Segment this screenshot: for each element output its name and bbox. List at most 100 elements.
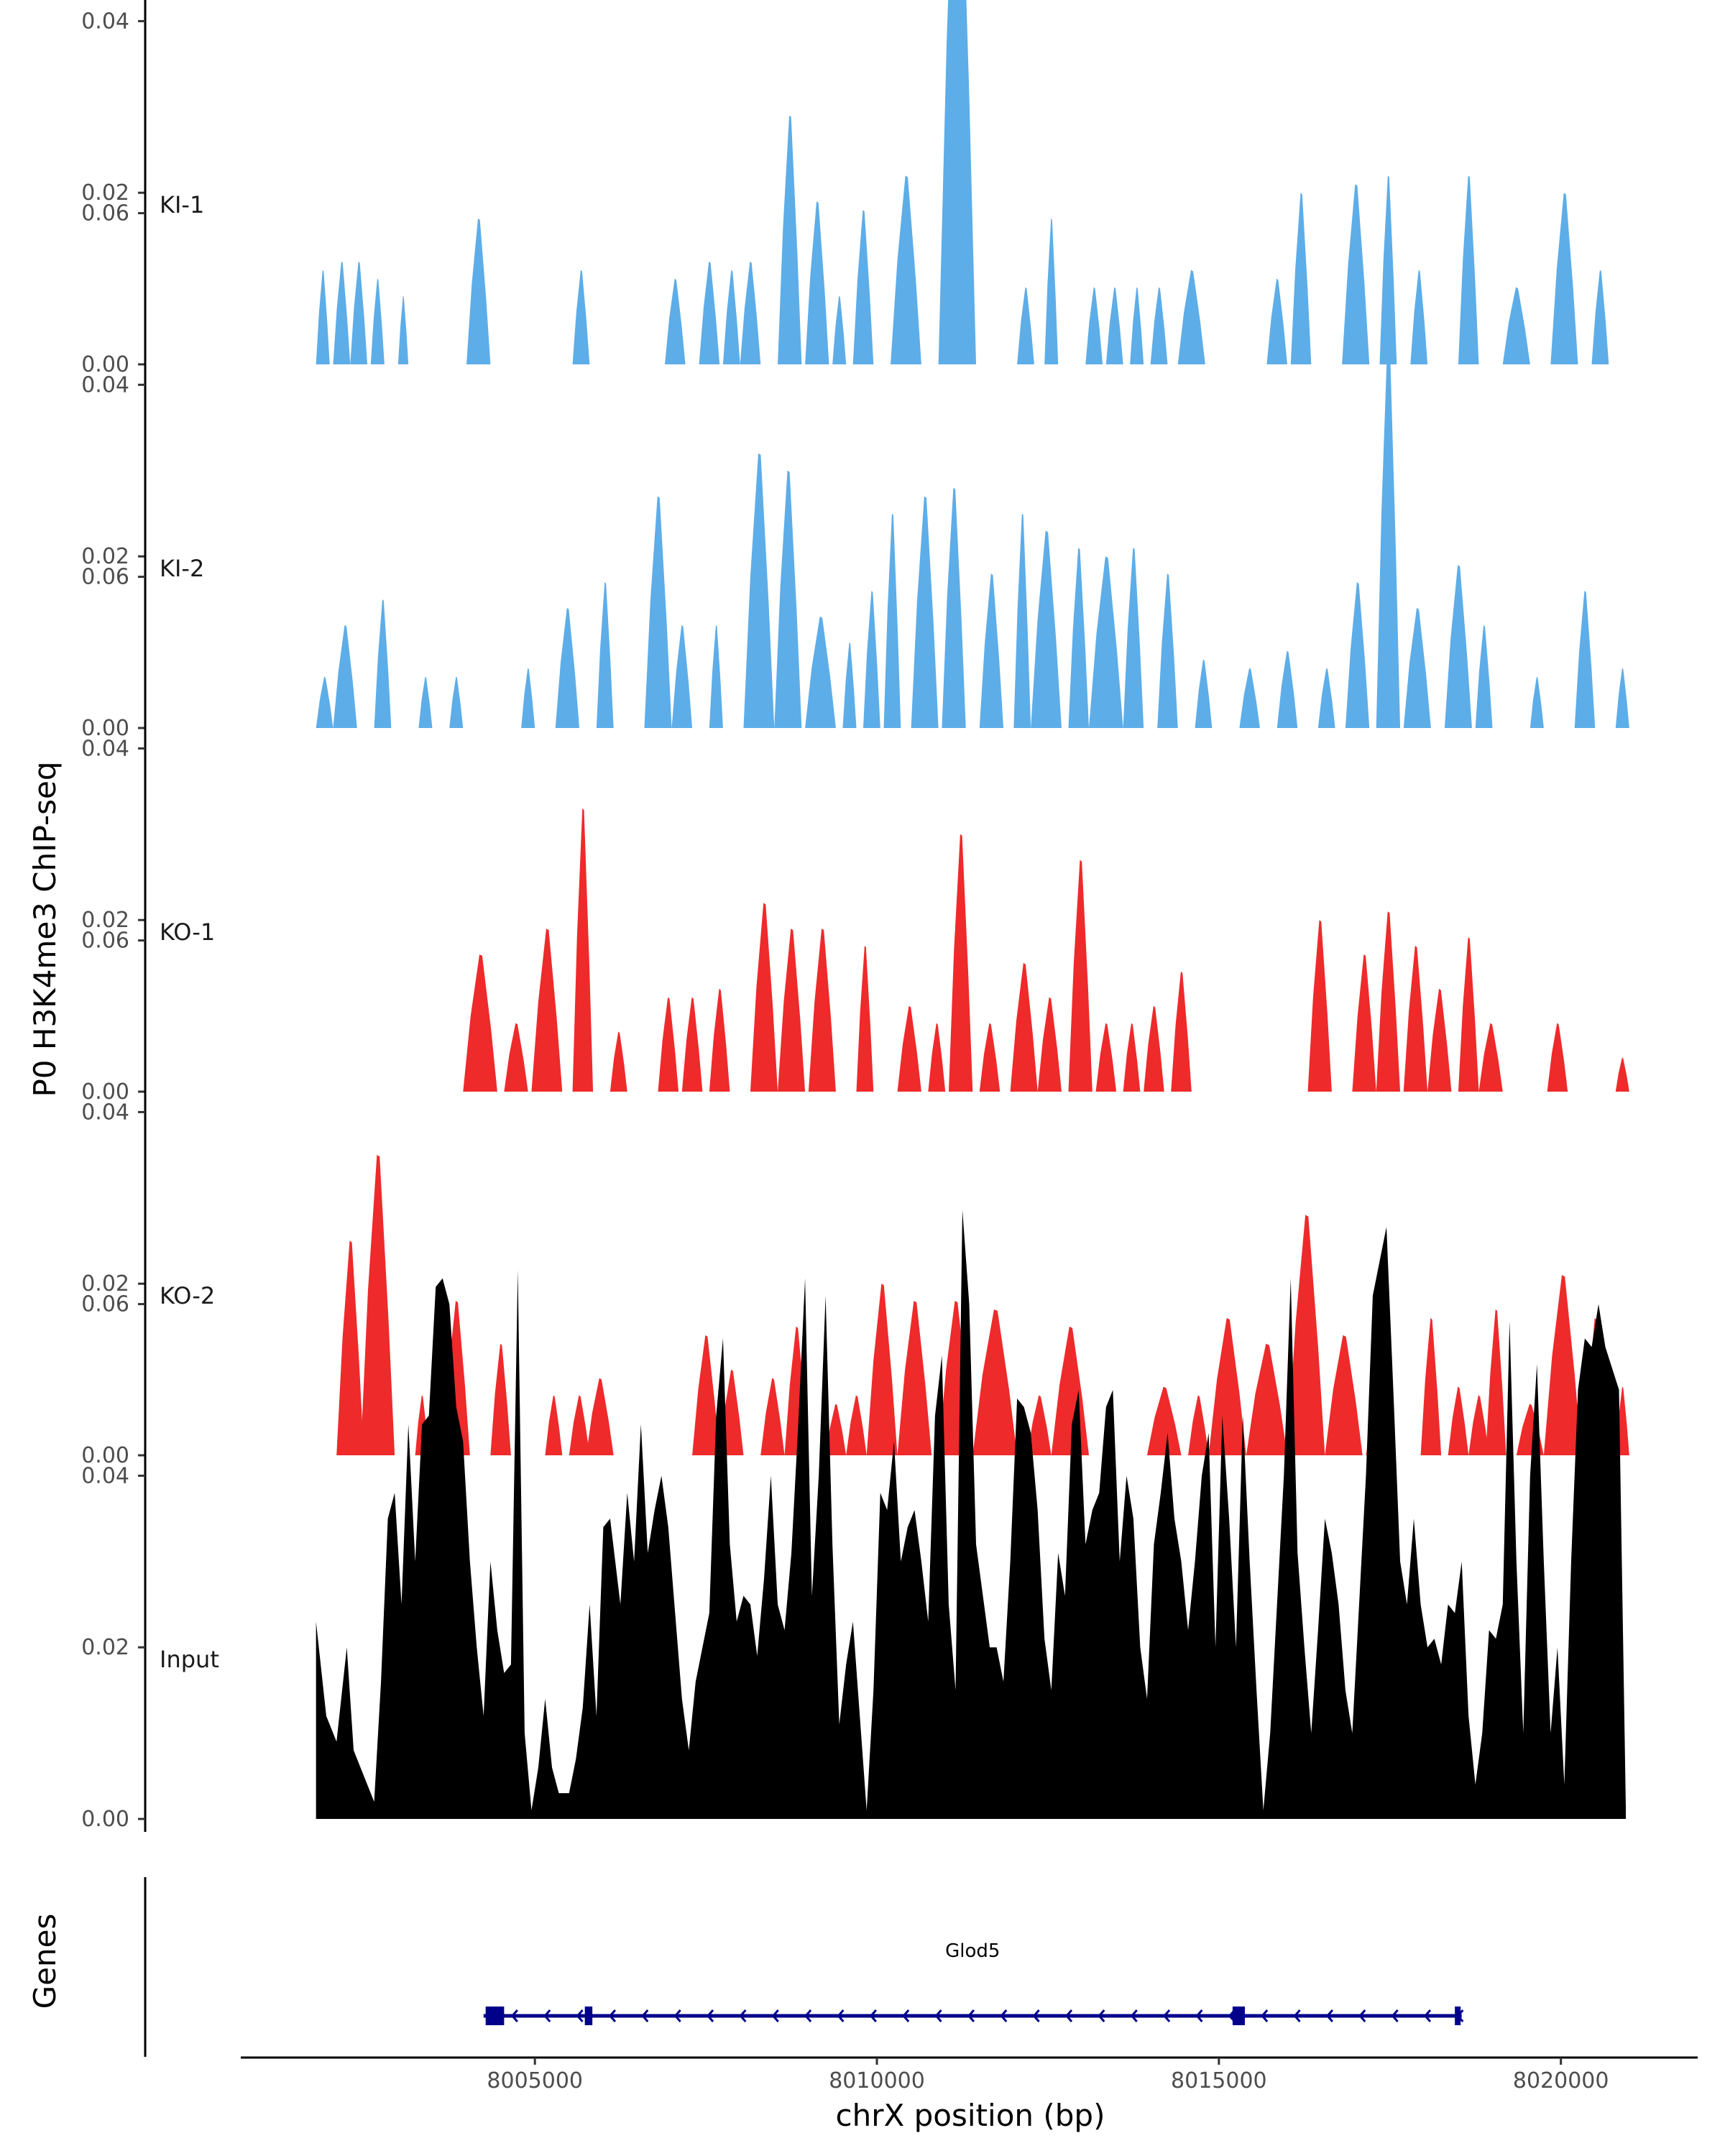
signal-peak bbox=[1171, 971, 1192, 1092]
signal-peak bbox=[449, 676, 464, 728]
signal-peak bbox=[586, 1378, 614, 1455]
strand-arrow bbox=[771, 2009, 779, 2022]
signal-peak bbox=[504, 1023, 528, 1092]
track-label: KI-1 bbox=[160, 191, 204, 218]
signal-peak bbox=[1458, 937, 1479, 1092]
strand-arrow bbox=[934, 2009, 942, 2022]
track-label: KI-2 bbox=[160, 555, 204, 582]
signal-peak bbox=[1188, 1395, 1209, 1455]
signal-peak bbox=[1307, 920, 1332, 1092]
signal-peak bbox=[1068, 860, 1092, 1092]
signal-peak bbox=[897, 1301, 932, 1455]
signal-peak bbox=[569, 1395, 590, 1455]
y-tick-label: 0.04 bbox=[81, 372, 129, 397]
signal-peak bbox=[490, 1343, 511, 1455]
signal-peak bbox=[333, 261, 351, 364]
strand-arrow bbox=[739, 2009, 747, 2022]
signal-peak bbox=[1031, 530, 1062, 728]
signal-peak bbox=[883, 513, 901, 728]
y-tick-label: 0.02 bbox=[81, 180, 129, 206]
signal-peak bbox=[1475, 625, 1493, 728]
track-ki-2: 0.00 0.02 0.04 0.06 KI-2 bbox=[81, 57, 1629, 741]
signal-peak bbox=[972, 1309, 1018, 1455]
exon bbox=[485, 2007, 505, 2025]
signal-peak bbox=[418, 676, 433, 728]
y-tick-label: 0.04 bbox=[81, 1463, 129, 1488]
y-axis-title: P0 H3K4me3 ChIP-seq bbox=[27, 761, 63, 1097]
signal-peak bbox=[1208, 1317, 1246, 1455]
track-input: 0.00 0.02 0.04 0.06 Input bbox=[81, 1148, 1627, 1832]
strand-arrow bbox=[1423, 2009, 1432, 2022]
strand-arrow bbox=[543, 2009, 551, 2022]
signal-peak bbox=[1239, 668, 1260, 728]
signal-peak bbox=[596, 582, 614, 728]
signal-peak bbox=[1615, 668, 1629, 728]
signal-peak bbox=[1068, 548, 1090, 728]
signal-peak bbox=[928, 1023, 946, 1092]
strand-arrow bbox=[1325, 2009, 1333, 2022]
y-tick-label: 0.06 bbox=[81, 565, 129, 590]
signal-peak bbox=[1502, 287, 1530, 364]
signal-peak bbox=[805, 201, 829, 364]
signal-peak bbox=[1345, 582, 1370, 728]
strand-arrow bbox=[641, 2009, 649, 2022]
signal-peak bbox=[1010, 962, 1038, 1092]
signal-peak bbox=[979, 1023, 1000, 1092]
signal-peak bbox=[1195, 659, 1213, 728]
signal-peak bbox=[1290, 193, 1312, 364]
signal-peak bbox=[1420, 1317, 1442, 1455]
signal-peak bbox=[825, 1404, 847, 1455]
signal-peak bbox=[699, 261, 720, 364]
strand-arrow bbox=[1000, 2009, 1008, 2022]
signal-peak bbox=[681, 997, 703, 1092]
signal-peak bbox=[1448, 1386, 1469, 1455]
exon bbox=[584, 2007, 593, 2025]
signal-peak bbox=[1444, 565, 1472, 728]
tracks-layer: 0.00 0.02 0.04 0.06 KI-1 0.00 0.02 0.04 0.06 KI-2… bbox=[81, 0, 1629, 1832]
gene-name-label: Glod5 bbox=[945, 1940, 1000, 1962]
genes-axis-title: Genes bbox=[27, 1914, 63, 2009]
signal-peak bbox=[1530, 676, 1544, 728]
strand-arrow bbox=[869, 2009, 877, 2022]
signal-peak bbox=[316, 676, 334, 728]
signal-peak bbox=[1123, 1023, 1141, 1092]
signal-peak bbox=[842, 642, 857, 728]
strand-arrow bbox=[1032, 2009, 1040, 2022]
strand-arrow bbox=[902, 2009, 910, 2022]
signal-peak bbox=[1144, 1005, 1164, 1092]
signal-peak bbox=[1403, 946, 1428, 1092]
signal-peak bbox=[1085, 287, 1103, 364]
signal-peak bbox=[1410, 270, 1428, 364]
track-ki-1: 0.00 0.02 0.04 0.06 KI-1 bbox=[81, 0, 1609, 377]
signal-peak bbox=[545, 1395, 563, 1455]
signal-peak bbox=[665, 278, 686, 364]
signal-peak bbox=[1615, 1057, 1629, 1092]
exon bbox=[1455, 2007, 1461, 2025]
signal-peak bbox=[1325, 1335, 1363, 1455]
track-ko-2: 0.00 0.02 0.04 0.06 KO-2 bbox=[81, 784, 1629, 1468]
signal-peak bbox=[1468, 1395, 1489, 1455]
track-label: KO-1 bbox=[160, 918, 215, 946]
signal-peak bbox=[856, 946, 874, 1092]
y-tick-label: 0.04 bbox=[81, 736, 129, 761]
signal-peak bbox=[1051, 1326, 1090, 1455]
signal-peak bbox=[1123, 548, 1144, 728]
signal-peak bbox=[572, 270, 590, 364]
y-tick-label: 0.00 bbox=[81, 716, 129, 741]
signal-peak bbox=[1547, 1023, 1568, 1092]
signal-peak bbox=[942, 487, 966, 728]
signal-peak bbox=[1427, 988, 1452, 1092]
signal-peak bbox=[778, 115, 802, 365]
signal-peak bbox=[1403, 607, 1431, 728]
x-tick-label: 8015000 bbox=[1171, 2068, 1267, 2093]
signal-peak bbox=[897, 1005, 921, 1092]
strand-arrow bbox=[576, 2009, 584, 2022]
signal-peak bbox=[1543, 1275, 1582, 1455]
exon bbox=[1232, 2007, 1246, 2025]
strand-arrow bbox=[1064, 2009, 1073, 2022]
signal-peak bbox=[891, 175, 921, 364]
signal-peak bbox=[466, 218, 491, 364]
signal-peak bbox=[644, 496, 672, 728]
y-tick-label: 0.02 bbox=[81, 1271, 129, 1296]
